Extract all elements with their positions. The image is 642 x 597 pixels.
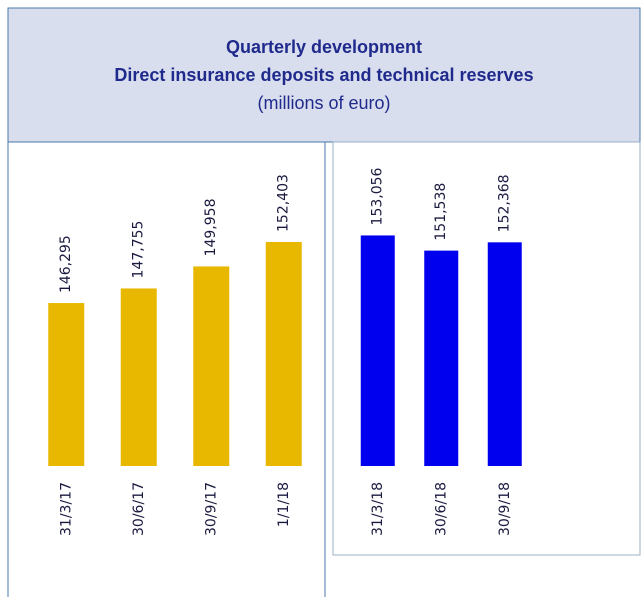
x-tick-label: 31/3/18 <box>370 482 386 536</box>
value-label: 152,368 <box>497 174 513 232</box>
x-tick-label: 30/6/17 <box>131 482 147 536</box>
x-tick-label: 1/1/18 <box>276 482 292 527</box>
header-box <box>7 7 641 143</box>
chart-subtitle: Direct insurance deposits and technical … <box>114 65 533 85</box>
value-label: 152,403 <box>276 174 292 232</box>
unit-label: (millions of euro) <box>257 93 390 113</box>
chart-title: Quarterly development <box>226 37 422 57</box>
x-tick-label: 30/6/18 <box>433 482 449 536</box>
panel-border <box>332 141 641 556</box>
bar <box>193 266 230 466</box>
bar <box>265 241 302 466</box>
value-label: 149,958 <box>203 199 219 257</box>
value-label: 153,056 <box>370 167 386 225</box>
bar <box>48 303 85 466</box>
x-tick-label: 30/9/17 <box>203 482 219 536</box>
bar <box>120 288 157 466</box>
value-label: 147,755 <box>131 221 147 279</box>
value-label: 146,295 <box>58 235 74 293</box>
value-label: 151,538 <box>433 183 449 241</box>
x-tick-label: 31/3/17 <box>58 482 74 536</box>
bar <box>487 242 522 466</box>
bar <box>424 250 459 466</box>
bar <box>360 235 395 466</box>
x-tick-label: 30/9/18 <box>497 482 513 536</box>
